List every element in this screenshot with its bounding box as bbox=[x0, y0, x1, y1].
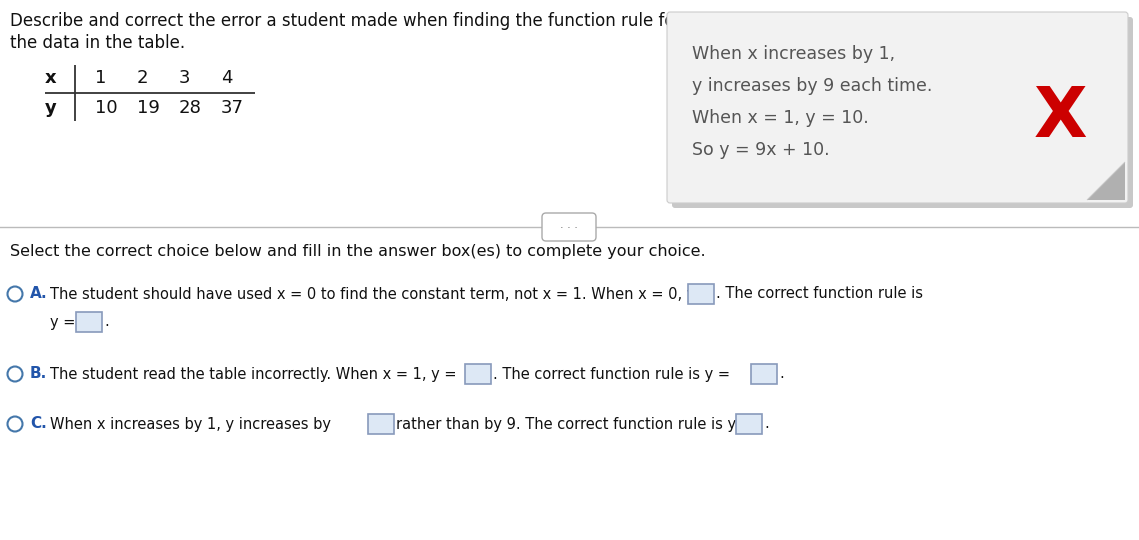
Text: . The correct function rule is: . The correct function rule is bbox=[716, 287, 923, 301]
Text: 19: 19 bbox=[137, 99, 159, 117]
Text: y =: y = bbox=[50, 314, 75, 329]
Text: A.: A. bbox=[30, 287, 48, 301]
FancyBboxPatch shape bbox=[688, 284, 714, 304]
Text: 4: 4 bbox=[221, 69, 232, 87]
Text: B.: B. bbox=[30, 367, 47, 381]
FancyBboxPatch shape bbox=[465, 364, 491, 384]
FancyBboxPatch shape bbox=[542, 213, 596, 241]
FancyBboxPatch shape bbox=[368, 414, 394, 434]
Text: 3: 3 bbox=[179, 69, 190, 87]
Text: When x increases by 1,: When x increases by 1, bbox=[693, 45, 895, 63]
Text: Describe and correct the error a student made when finding the function rule for: Describe and correct the error a student… bbox=[10, 12, 681, 30]
Circle shape bbox=[8, 367, 23, 381]
Text: .: . bbox=[779, 367, 784, 381]
Polygon shape bbox=[1087, 162, 1125, 200]
Text: rather than by 9. The correct function rule is y =: rather than by 9. The correct function r… bbox=[396, 416, 753, 431]
Text: the data in the table.: the data in the table. bbox=[10, 34, 186, 52]
FancyBboxPatch shape bbox=[736, 414, 762, 434]
Text: 1: 1 bbox=[95, 69, 106, 87]
Text: C.: C. bbox=[30, 416, 47, 431]
Text: 2: 2 bbox=[137, 69, 148, 87]
Text: .: . bbox=[764, 416, 769, 431]
Text: · · ·: · · · bbox=[560, 223, 577, 233]
Text: .: . bbox=[104, 314, 108, 329]
Text: The student read the table incorrectly. When x = 1, y =: The student read the table incorrectly. … bbox=[50, 367, 457, 381]
Text: 10: 10 bbox=[95, 99, 117, 117]
Text: y: y bbox=[46, 99, 57, 117]
Text: . The correct function rule is y =: . The correct function rule is y = bbox=[493, 367, 730, 381]
Text: X: X bbox=[1033, 84, 1087, 151]
FancyBboxPatch shape bbox=[672, 17, 1133, 208]
Text: The student should have used x = 0 to find the constant term, not x = 1. When x : The student should have used x = 0 to fi… bbox=[50, 287, 712, 301]
Text: 28: 28 bbox=[179, 99, 202, 117]
Text: When x = 1, y = 10.: When x = 1, y = 10. bbox=[693, 109, 869, 127]
Text: When x increases by 1, y increases by: When x increases by 1, y increases by bbox=[50, 416, 331, 431]
Circle shape bbox=[8, 287, 23, 301]
FancyBboxPatch shape bbox=[667, 12, 1128, 203]
Polygon shape bbox=[1087, 162, 1125, 200]
Text: Select the correct choice below and fill in the answer box(es) to complete your : Select the correct choice below and fill… bbox=[10, 244, 706, 259]
FancyBboxPatch shape bbox=[751, 364, 777, 384]
Text: y increases by 9 each time.: y increases by 9 each time. bbox=[693, 77, 933, 95]
Text: 37: 37 bbox=[221, 99, 244, 117]
FancyBboxPatch shape bbox=[76, 312, 103, 332]
Circle shape bbox=[8, 416, 23, 431]
Text: So y = 9x + 10.: So y = 9x + 10. bbox=[693, 141, 829, 159]
Text: x: x bbox=[46, 69, 57, 87]
